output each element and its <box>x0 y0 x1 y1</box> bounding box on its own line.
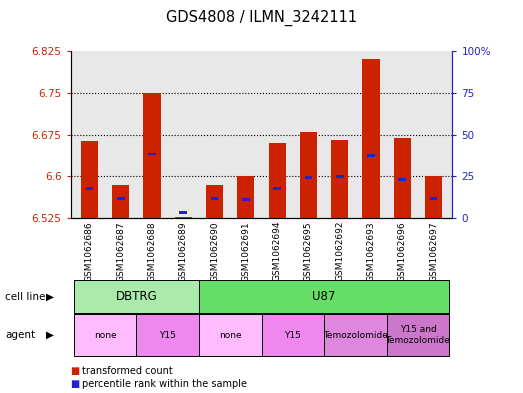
Text: ■: ■ <box>71 366 80 376</box>
Bar <box>430 197 438 200</box>
Bar <box>175 217 192 218</box>
Text: ▶: ▶ <box>46 330 54 340</box>
Text: Y15 and
Temozolomide: Y15 and Temozolomide <box>385 325 450 345</box>
Bar <box>362 59 380 218</box>
Bar <box>179 211 187 214</box>
Bar <box>394 138 411 218</box>
Bar <box>331 140 348 218</box>
Text: Temozolomide: Temozolomide <box>323 331 388 340</box>
Bar <box>148 153 156 156</box>
Text: percentile rank within the sample: percentile rank within the sample <box>82 379 247 389</box>
Bar <box>399 178 406 180</box>
Bar <box>300 132 317 218</box>
Bar <box>268 143 286 218</box>
Bar <box>237 176 255 218</box>
Text: GDS4808 / ILMN_3242111: GDS4808 / ILMN_3242111 <box>166 10 357 26</box>
Bar <box>81 141 98 218</box>
Bar <box>367 154 375 156</box>
Bar <box>117 197 124 200</box>
Text: ■: ■ <box>71 379 80 389</box>
Text: transformed count: transformed count <box>82 366 173 376</box>
Text: none: none <box>219 331 242 340</box>
Bar <box>304 176 312 179</box>
Bar <box>242 198 249 201</box>
Text: ▶: ▶ <box>46 292 54 301</box>
Text: agent: agent <box>5 330 36 340</box>
Text: Y15: Y15 <box>285 331 301 340</box>
Bar <box>425 176 442 218</box>
Bar <box>336 175 344 178</box>
Text: U87: U87 <box>312 290 336 303</box>
Text: Y15: Y15 <box>159 331 176 340</box>
Bar <box>85 187 93 190</box>
Text: cell line: cell line <box>5 292 46 301</box>
Text: DBTRG: DBTRG <box>116 290 157 303</box>
Bar <box>274 187 281 190</box>
Bar <box>143 93 161 218</box>
Bar <box>206 185 223 218</box>
Bar <box>112 185 129 218</box>
Text: none: none <box>94 331 116 340</box>
Bar <box>211 197 219 200</box>
